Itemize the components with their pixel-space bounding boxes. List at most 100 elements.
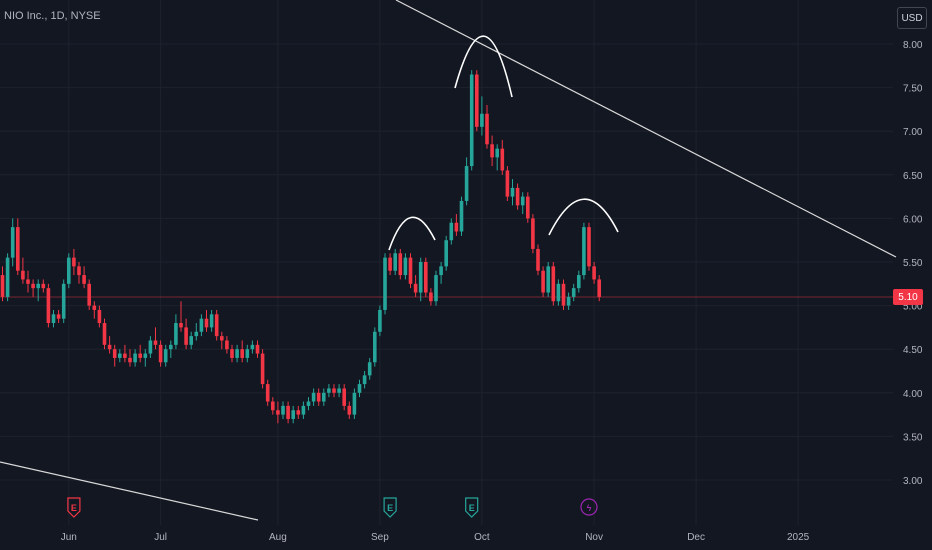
candle[interactable]: [439, 262, 443, 284]
candle[interactable]: [362, 371, 367, 389]
candle[interactable]: [220, 331, 224, 350]
candle[interactable]: [271, 397, 275, 415]
candle[interactable]: [577, 270, 581, 293]
candle[interactable]: [153, 327, 158, 350]
candlestick-series[interactable]: [0, 70, 601, 424]
candle[interactable]: [143, 349, 148, 367]
candle[interactable]: [444, 235, 448, 271]
lower-trendline[interactable]: [0, 461, 259, 521]
upper-trendline[interactable]: [395, 0, 897, 258]
candle[interactable]: [214, 309, 219, 341]
candle[interactable]: [51, 309, 56, 328]
event-marker[interactable]: ϟ: [580, 498, 598, 516]
candle[interactable]: [77, 262, 81, 284]
candle[interactable]: [189, 331, 193, 350]
candle[interactable]: [235, 344, 239, 363]
candle[interactable]: [454, 214, 459, 236]
candle[interactable]: [118, 349, 122, 363]
candle[interactable]: [240, 340, 244, 363]
candle[interactable]: [199, 314, 204, 337]
candle[interactable]: [332, 384, 336, 398]
candle[interactable]: [424, 257, 428, 297]
candle[interactable]: [597, 275, 601, 302]
candle[interactable]: [373, 327, 377, 367]
candle[interactable]: [475, 70, 479, 132]
candle[interactable]: [67, 253, 71, 289]
candle[interactable]: [561, 279, 566, 310]
candle[interactable]: [260, 349, 265, 389]
candle[interactable]: [61, 279, 66, 324]
head-arc[interactable]: [454, 35, 513, 98]
candle[interactable]: [352, 388, 357, 419]
candle[interactable]: [500, 139, 505, 175]
candle[interactable]: [286, 401, 290, 424]
candle[interactable]: [112, 344, 117, 367]
candle[interactable]: [582, 222, 586, 280]
candle[interactable]: [41, 279, 46, 293]
candle[interactable]: [265, 379, 270, 406]
candle[interactable]: [245, 344, 250, 363]
candle[interactable]: [138, 344, 142, 363]
candle[interactable]: [31, 279, 35, 297]
candle[interactable]: [408, 253, 413, 289]
candle[interactable]: [413, 275, 418, 297]
candle[interactable]: [418, 257, 423, 302]
candle[interactable]: [505, 166, 510, 201]
candle[interactable]: [480, 96, 484, 136]
candle[interactable]: [327, 384, 331, 398]
candle[interactable]: [174, 314, 178, 350]
left-shoulder-arc[interactable]: [388, 216, 436, 251]
candle[interactable]: [87, 279, 91, 310]
candle[interactable]: [434, 270, 438, 306]
candle[interactable]: [225, 336, 229, 354]
candle[interactable]: [367, 357, 372, 380]
candle[interactable]: [383, 253, 387, 315]
candle[interactable]: [515, 183, 520, 210]
candle[interactable]: [536, 244, 540, 276]
candle[interactable]: [587, 222, 591, 271]
candle[interactable]: [16, 218, 20, 276]
time-axis[interactable]: Jun Jul Aug Sep Oct Nov Dec 2025: [61, 532, 810, 543]
candle[interactable]: [82, 266, 86, 289]
candle[interactable]: [393, 248, 397, 276]
candle[interactable]: [5, 253, 10, 302]
candle[interactable]: [107, 336, 112, 354]
candle[interactable]: [541, 266, 545, 297]
candle[interactable]: [464, 157, 469, 206]
event-marker[interactable]: E: [465, 497, 479, 518]
candle[interactable]: [378, 305, 382, 337]
candle[interactable]: [357, 379, 362, 398]
candle[interactable]: [337, 384, 341, 398]
right-shoulder-arc[interactable]: [548, 198, 619, 236]
candle[interactable]: [276, 401, 280, 424]
candle[interactable]: [526, 192, 530, 223]
candle[interactable]: [281, 401, 285, 419]
candle[interactable]: [311, 388, 316, 406]
candle[interactable]: [546, 262, 550, 297]
candle[interactable]: [296, 405, 301, 419]
candle[interactable]: [21, 257, 25, 284]
candle[interactable]: [490, 135, 494, 167]
candle[interactable]: [0, 266, 5, 302]
candle[interactable]: [194, 323, 199, 341]
candle[interactable]: [46, 283, 51, 328]
candle[interactable]: [163, 344, 168, 367]
candle[interactable]: [531, 214, 535, 254]
candle[interactable]: [184, 318, 188, 350]
candle[interactable]: [36, 279, 40, 302]
candle[interactable]: [301, 401, 306, 419]
candle[interactable]: [123, 344, 127, 363]
candle[interactable]: [316, 388, 321, 406]
candle[interactable]: [592, 262, 596, 284]
candle[interactable]: [204, 309, 209, 332]
candle[interactable]: [72, 248, 76, 276]
event-marker[interactable]: E: [383, 497, 397, 518]
candle[interactable]: [158, 340, 163, 367]
candle[interactable]: [566, 292, 571, 310]
candle[interactable]: [520, 192, 525, 215]
candle[interactable]: [209, 309, 214, 332]
candle[interactable]: [495, 144, 499, 171]
candle[interactable]: [459, 196, 464, 236]
trendlines[interactable]: [0, 0, 897, 521]
